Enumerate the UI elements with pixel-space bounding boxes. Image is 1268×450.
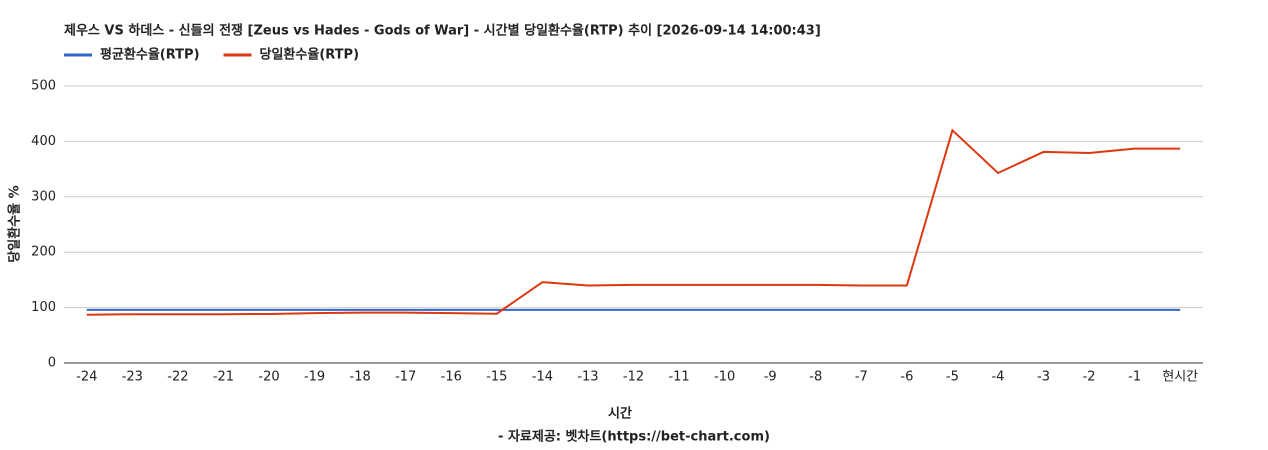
x-tick-label: -19 xyxy=(304,370,325,385)
x-tick-label: -17 xyxy=(395,370,416,385)
x-tick-label: -5 xyxy=(946,370,959,385)
x-tick-label: -7 xyxy=(855,370,868,385)
y-tick-label: 100 xyxy=(31,300,56,315)
x-tick-label: -16 xyxy=(441,370,462,385)
series-line xyxy=(86,128,1181,316)
x-tick-label: -9 xyxy=(764,370,777,385)
x-tick-label: -23 xyxy=(122,370,143,385)
x-tick-label: -14 xyxy=(532,370,553,385)
x-tick-label: -24 xyxy=(76,370,97,385)
chart-title: 제우스 VS 하데스 - 신들의 전쟁 [Zeus vs Hades - God… xyxy=(64,23,821,39)
x-tick-label: -10 xyxy=(714,370,735,385)
y-tick-label: 400 xyxy=(31,134,56,149)
x-tick-label: -22 xyxy=(167,370,188,385)
x-tick-label: -13 xyxy=(577,370,598,385)
y-axis-label: 당일환수율 % xyxy=(7,185,23,262)
x-tick-label: -8 xyxy=(809,370,822,385)
x-tick-label: -15 xyxy=(486,370,507,385)
x-tick-label: -4 xyxy=(991,370,1004,385)
y-tick-label: 300 xyxy=(31,189,56,204)
x-tick-label: -11 xyxy=(668,370,689,385)
x-tick-label: -18 xyxy=(350,370,371,385)
x-tick-label: -12 xyxy=(623,370,644,385)
x-tick-label: -6 xyxy=(900,370,913,385)
x-tick-label: -21 xyxy=(213,370,234,385)
x-axis-label: 시간 xyxy=(608,406,632,422)
x-tick-label: -3 xyxy=(1037,370,1050,385)
y-tick-label: 0 xyxy=(48,356,56,371)
footer: - 자료제공: 벳차트(https://bet-chart.com) xyxy=(498,429,770,445)
legend-label: 평균환수율(RTP) xyxy=(100,47,200,63)
x-tick-label: -2 xyxy=(1083,370,1096,385)
x-tick-label: -20 xyxy=(258,370,279,385)
x-tick-label: -1 xyxy=(1128,370,1141,385)
x-tick-label: 현시간 xyxy=(1162,370,1198,385)
legend-label: 당일환수율(RTP) xyxy=(260,47,360,63)
y-tick-label: 200 xyxy=(31,245,56,260)
y-tick-label: 500 xyxy=(31,79,56,94)
